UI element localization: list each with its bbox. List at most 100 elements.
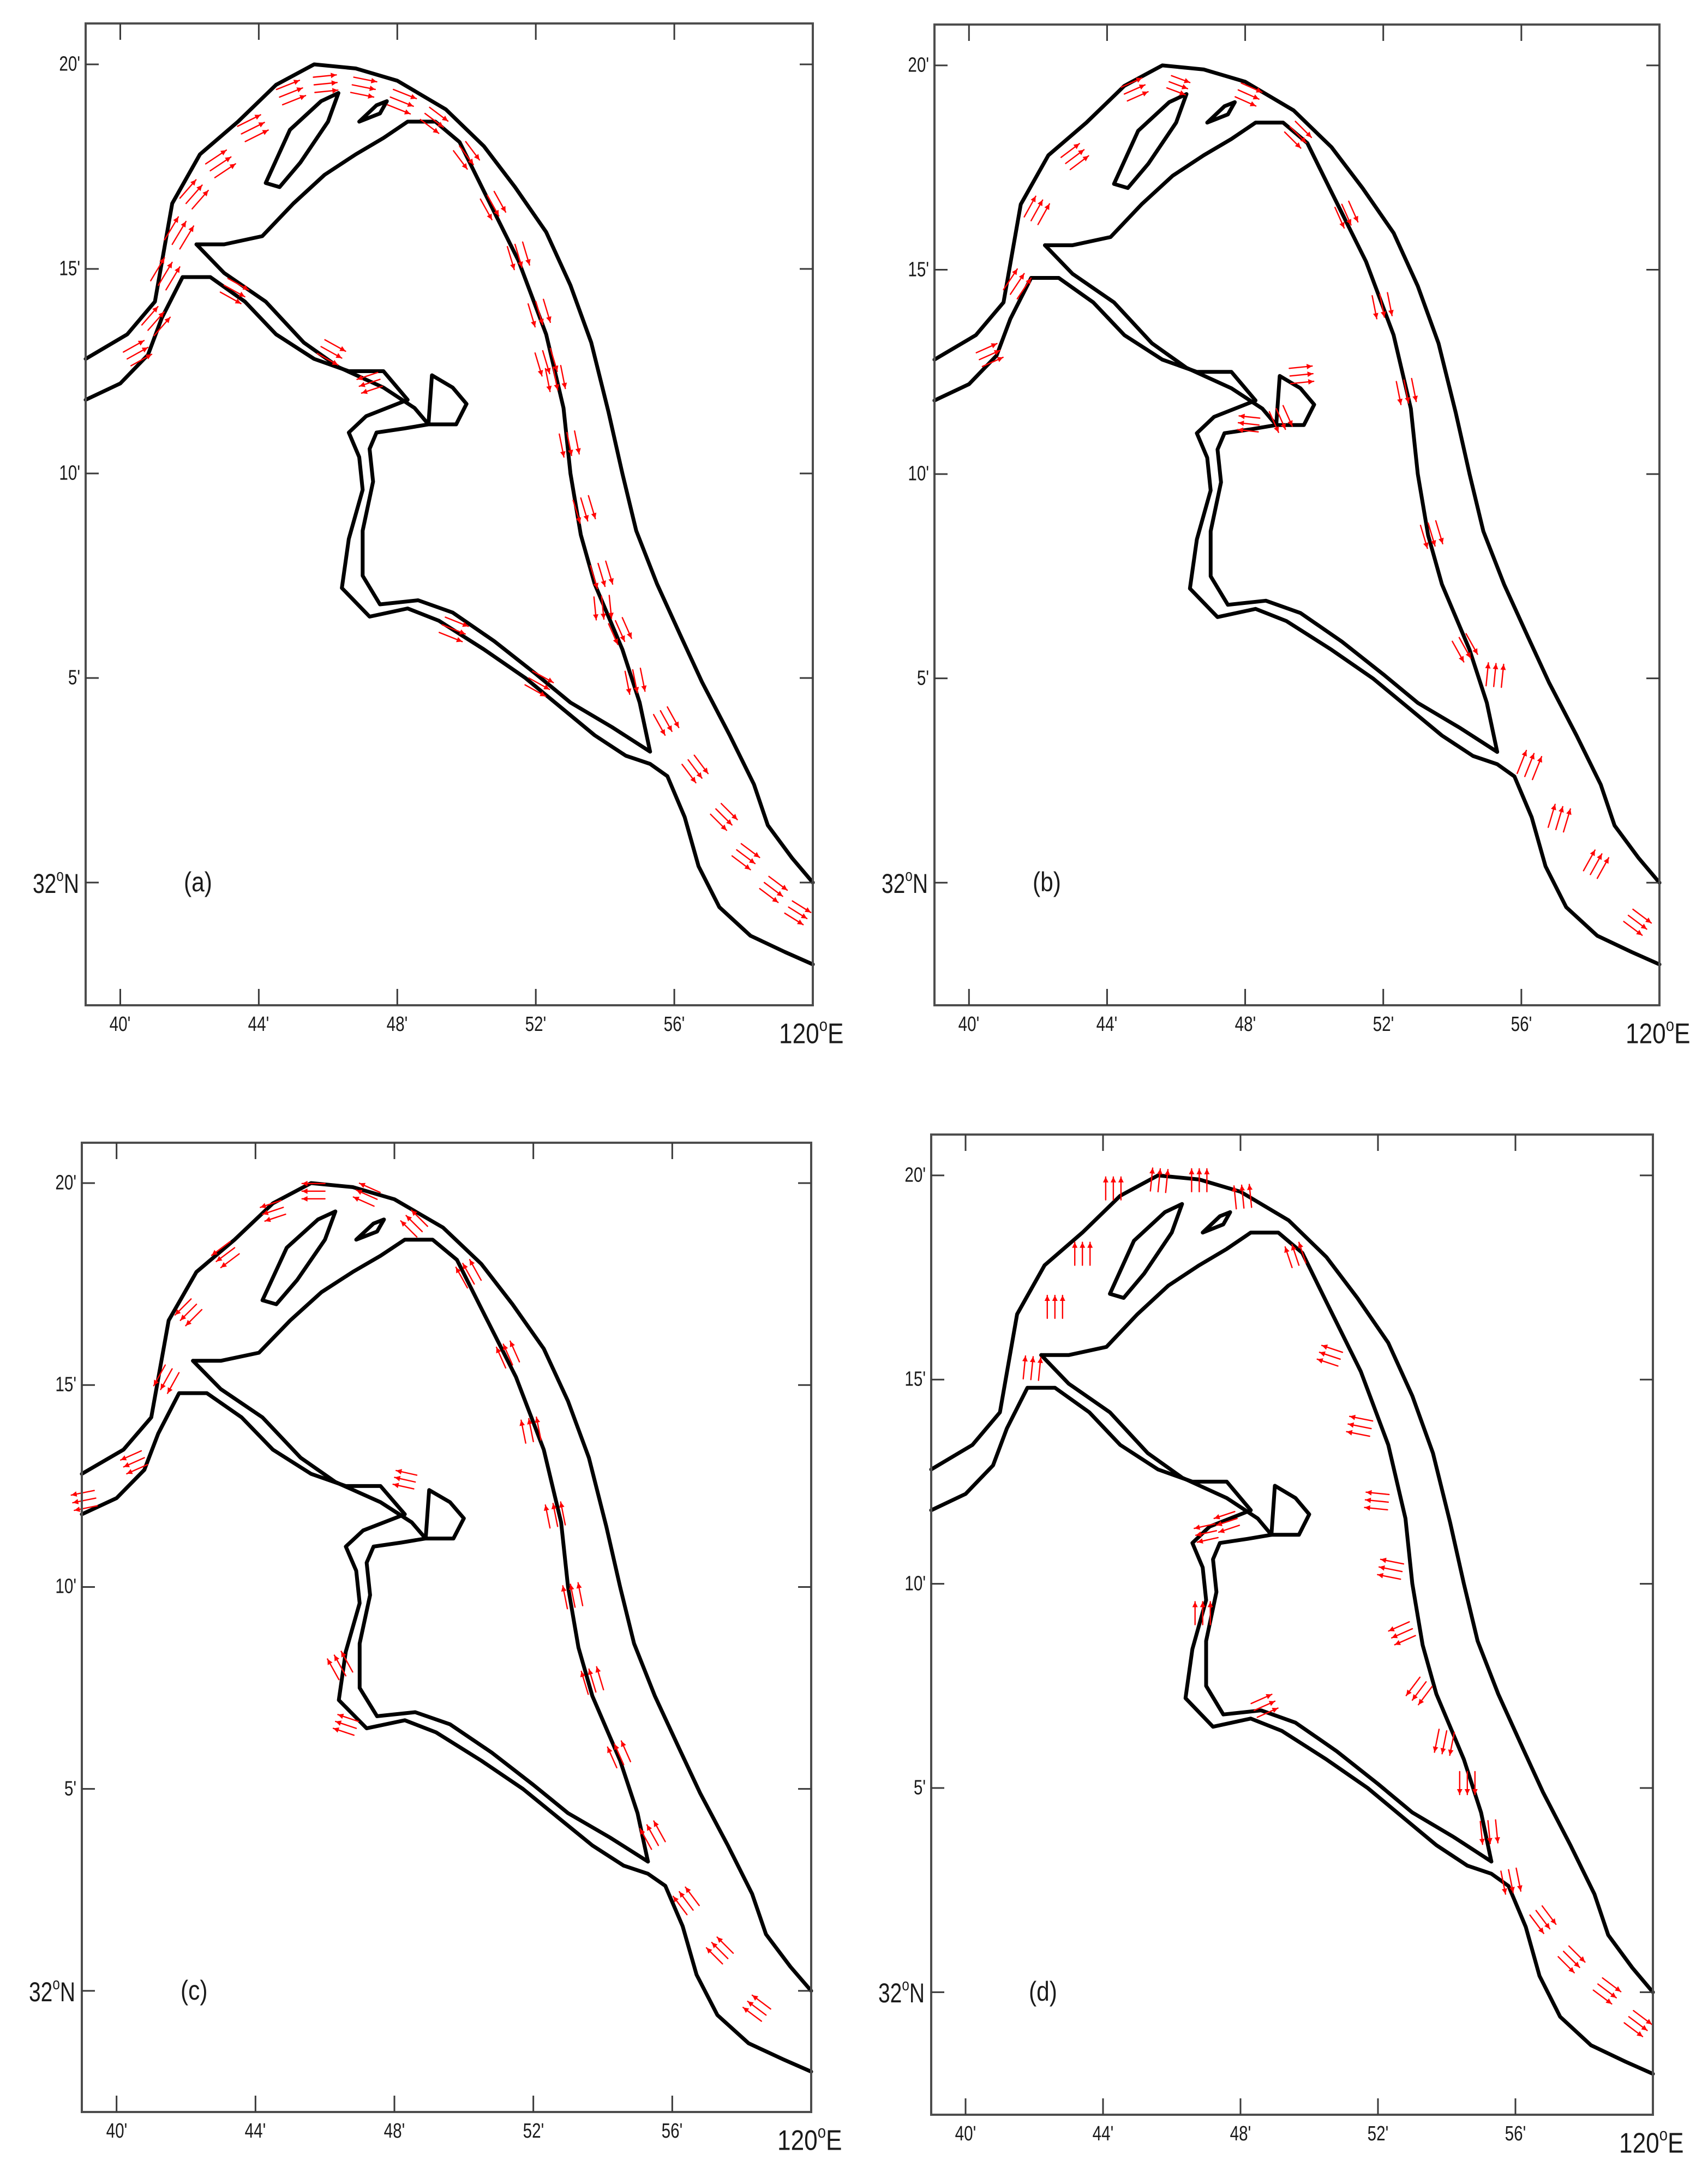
vector-arrowhead [260,1203,267,1209]
vector-arrowhead [527,1418,533,1425]
x-tick-label: 48' [386,1013,408,1036]
vector-arrowhead [551,1503,557,1510]
vector-arrowhead [353,1196,359,1202]
vector-arrowhead [1080,1242,1086,1248]
vector-arrowhead [1380,311,1386,317]
vector-arrowhead [525,259,531,265]
vector-arrowhead [190,179,196,186]
vector-arrowhead [1165,1169,1170,1175]
vector-arrowhead [302,1196,308,1202]
vector-arrowhead [335,353,342,358]
vector-arrowhead [1493,663,1499,670]
vector-arrowhead [339,346,346,351]
vector-arrowhead [1200,1601,1206,1607]
x-tick-label: 56' [662,2120,683,2143]
vector-arrowhead [1645,2019,1652,2025]
axes-frame [930,1133,1654,2116]
vector-arrowhead [721,824,727,831]
coastline-inner-bank-west [1043,243,1500,754]
vector-arrowhead [462,621,469,627]
coastline-inner-bank-west [191,1359,650,1864]
x-tick-label: 40' [106,2120,127,2143]
vector-arrowhead [73,1499,79,1504]
vector-arrowhead [1082,155,1089,161]
vector-arrowhead [1366,1490,1372,1496]
vector-arrowhead [620,635,625,641]
x-main-label-120E: 120oE [777,2122,842,2157]
vector-arrowhead [1252,94,1259,100]
vector-arrowhead [726,819,732,825]
vector-arrowhead [1317,1358,1323,1364]
vector-arrowhead [1610,1992,1616,1998]
vector-arrowhead [1365,1497,1371,1503]
x-tick-label: 44' [1092,2122,1114,2145]
vector-arrowhead [667,725,672,731]
vector-arrowhead [456,637,463,643]
vector-arrowhead [1196,1168,1202,1174]
vector-arrowhead [1500,664,1506,670]
vector-arrowhead [167,1387,173,1394]
vector-arrowhead [567,449,573,455]
vector-arrowhead [145,354,152,359]
x-main-label-120E: 120oE [779,1015,844,1050]
vector-arrowhead [220,1262,227,1268]
vector-arrowhead [1214,1514,1220,1520]
vector-arrowhead [1377,1573,1384,1579]
vector-arrowhead [690,777,696,783]
vector-arrowhead [580,1671,586,1678]
vector-arrowhead [361,388,368,394]
coastline-inner-bank-west [1039,1353,1494,1864]
vector-arrowhead [576,1582,582,1589]
vector-arrowhead [437,122,444,128]
x-tick-label: 44' [1096,1013,1118,1036]
vector-arrowhead [1412,1694,1418,1700]
vector-arrowhead [1044,203,1050,210]
vector-arrowhead [993,350,1000,356]
axes-frame [85,22,814,1006]
vector-arrowhead [456,1267,462,1274]
vector-arrowhead [1373,313,1379,319]
vector-arrowhead [591,512,597,519]
vector-arrowhead [462,163,468,169]
coastline-inner-bank-east [194,119,652,754]
coastline-island-small [1201,1210,1232,1235]
vector-arrowhead [1018,273,1024,280]
vector-arrowhead [554,384,560,390]
vector-arrowhead [1603,857,1609,864]
vector-arrowhead [302,1180,308,1186]
map-plot-area [932,23,1662,1006]
vector-arrowhead [74,1507,81,1512]
velocity-vectors [975,75,1652,936]
vector-arrowhead [731,813,738,820]
map-plot-area [83,22,815,1006]
vector-arrowhead [258,122,265,128]
vector-arrowhead [561,1586,567,1592]
vector-arrowhead [1157,1168,1162,1175]
vector-arrowhead [607,1747,613,1754]
vector-arrowhead [601,613,606,619]
vector-arrowhead [660,729,666,735]
vector-arrowhead [400,1221,407,1227]
vector-arrowhead [1423,542,1429,549]
vector-arrowhead [685,1887,691,1893]
x-tick-label: 56' [1511,1013,1532,1036]
map-panel-b: 20' 15' 10' 5' 32oN 40' 44' 48' 52' 56' 120oE (b) [882,23,1690,1050]
x-tick-label: 40' [955,2122,976,2145]
vector-arrowhead [553,365,559,371]
coastline-island-large [1108,1202,1184,1300]
vector-arrowhead [583,514,589,521]
vector-arrowhead [1433,1746,1439,1753]
y-tick-label: 15' [904,1367,926,1391]
vector-arrowhead [1412,395,1418,401]
vector-arrowhead [196,185,202,191]
vector-arrowhead [1517,1885,1523,1891]
vector-arrowhead [494,209,499,216]
vector-arrowhead [1380,1557,1387,1563]
vector-arrowhead [593,614,598,620]
vector-arrowhead [1197,1538,1203,1544]
x-main-label-120E: 120oE [1626,1015,1691,1050]
vector-arrowhead [1636,929,1643,935]
y-main-label-32N: 32oN [32,866,79,899]
vector-arrowhead [706,1948,712,1954]
y-tick-label: 20' [908,53,929,77]
